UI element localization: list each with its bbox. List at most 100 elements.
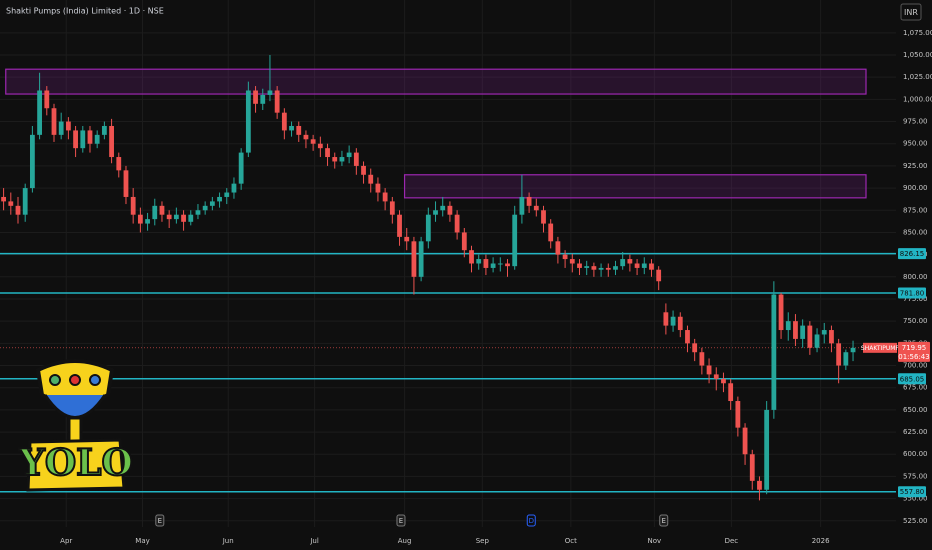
candle-body	[267, 90, 273, 95]
x-tick-label: Oct	[565, 537, 577, 545]
candle-body	[433, 210, 438, 215]
candle-body	[454, 214, 460, 233]
y-tick-label: 1,000.00	[903, 95, 932, 103]
candle-body	[22, 188, 28, 215]
candle-body	[231, 183, 237, 193]
candle-body	[814, 334, 820, 348]
y-tick-label: 600.00	[903, 450, 928, 458]
y-tick-label: 775.00	[903, 295, 928, 303]
candle-body	[771, 294, 777, 410]
candle-body	[735, 401, 741, 428]
candle-body	[447, 205, 453, 215]
candle-body	[44, 90, 50, 109]
candle-body	[627, 259, 633, 264]
candle-body	[461, 232, 467, 251]
y-tick-label: 525.00	[903, 517, 928, 525]
candle-body	[843, 352, 849, 366]
candle-body	[569, 259, 575, 264]
y-tick-label: 875.00	[903, 206, 928, 214]
y-tick-label: 675.00	[903, 384, 928, 392]
candle-body	[195, 210, 201, 215]
candle-body	[829, 330, 834, 344]
last-price-label: 719.95	[902, 344, 927, 352]
event-marker	[155, 514, 165, 527]
candle-body	[785, 321, 791, 331]
candle-body	[137, 214, 143, 224]
candle-body	[130, 196, 136, 215]
candle-body	[260, 94, 266, 104]
candle-body	[577, 263, 582, 268]
y-tick-label: 750.00	[903, 317, 928, 325]
candle-body	[620, 259, 626, 267]
x-tick-label: 2026	[812, 537, 830, 545]
candle-body	[512, 214, 518, 267]
event-label: E	[399, 517, 403, 525]
y-tick-label: 925.00	[903, 162, 928, 170]
candle-body	[663, 312, 669, 326]
candle-body	[807, 325, 813, 348]
candle-body	[94, 134, 100, 144]
candle-body	[749, 454, 755, 481]
candle-body	[224, 192, 230, 197]
logo-gem	[89, 374, 101, 386]
y-tick-label: 575.00	[903, 472, 928, 480]
candle-body	[253, 90, 258, 104]
candle-body	[699, 352, 705, 366]
candle-body	[303, 134, 309, 140]
level-tag	[898, 373, 926, 385]
candle-body	[361, 165, 366, 175]
candle-body	[51, 108, 57, 135]
candle-body	[670, 316, 676, 326]
candle-body	[181, 214, 186, 222]
levels	[0, 252, 896, 493]
candle-body	[519, 196, 525, 215]
candle-body	[548, 223, 554, 242]
candle-body	[274, 90, 280, 113]
candle-body	[505, 263, 510, 267]
candle-body	[382, 192, 388, 202]
candle-body	[692, 343, 698, 353]
candle-body	[584, 266, 590, 268]
candle-body	[821, 330, 827, 335]
candle-body	[605, 267, 611, 270]
candle-body	[541, 210, 546, 224]
x-tick-label: Nov	[648, 537, 662, 545]
last-price-tag	[898, 341, 930, 362]
candle-body	[296, 125, 302, 135]
candle-body	[425, 214, 431, 242]
candle-body	[490, 263, 496, 268]
level-tag	[898, 287, 926, 299]
candle-body	[721, 378, 726, 384]
candle-body	[202, 205, 208, 211]
candle-body	[483, 259, 489, 268]
zone	[403, 174, 867, 199]
candle-body	[476, 259, 482, 264]
candle-body	[209, 201, 215, 206]
event-label: E	[661, 517, 665, 525]
candle-body	[166, 214, 172, 220]
candle-body	[109, 125, 114, 158]
candle-body	[325, 148, 330, 158]
candle-body	[677, 316, 683, 331]
zones	[5, 68, 867, 199]
candle-body	[353, 152, 359, 166]
candle-body	[526, 196, 532, 206]
y-tick-label: 625.00	[903, 428, 928, 436]
candle-body	[533, 205, 539, 211]
candles	[1, 55, 856, 501]
candle-body	[238, 152, 244, 184]
currency[interactable]: INR	[904, 8, 918, 17]
candle-body	[152, 205, 158, 220]
event-label: D	[529, 517, 534, 525]
currency-box[interactable]	[900, 3, 922, 21]
event-marker	[526, 514, 536, 527]
y-tick-label: 900.00	[903, 184, 928, 192]
candle-body	[123, 170, 129, 197]
symbol-tag	[863, 342, 897, 353]
candle-body	[375, 183, 381, 193]
candle-body	[29, 134, 35, 189]
y-tick-label: 550.00	[903, 495, 928, 503]
candle-body	[80, 130, 86, 149]
candle-body	[116, 157, 122, 171]
candle-body	[317, 143, 323, 149]
